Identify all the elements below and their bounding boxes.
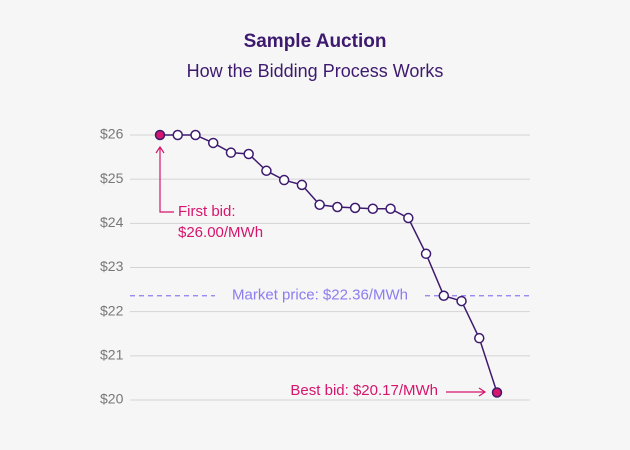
data-point — [403, 212, 414, 224]
data-point — [474, 332, 485, 344]
data-point — [296, 179, 308, 191]
chart-title: Sample Auction — [244, 31, 387, 52]
reference-label: Market price: $22.36/MWh — [232, 287, 408, 304]
data-point — [225, 147, 237, 158]
data-point — [261, 165, 272, 177]
y-tick-label: $26 — [100, 126, 124, 142]
data-point — [491, 387, 503, 398]
y-tick-label: $21 — [100, 347, 124, 363]
data-point — [420, 248, 432, 260]
data-point — [207, 137, 219, 149]
y-tick-label: $25 — [100, 170, 124, 186]
data-point — [456, 295, 467, 307]
data-point — [154, 129, 166, 141]
annotation: $26.00/MWh — [178, 224, 263, 241]
data-point — [385, 203, 396, 215]
y-tick-label: $22 — [100, 302, 124, 318]
annotation: First bid: — [178, 203, 236, 220]
data-point — [367, 203, 379, 215]
chart-subtitle: How the Bidding Process Works — [187, 61, 444, 81]
data-point — [314, 199, 325, 211]
data-point — [349, 202, 361, 214]
annotation-arrow — [446, 387, 487, 397]
data-point — [278, 174, 290, 186]
data-point — [438, 290, 450, 302]
annotation-arrow — [155, 145, 174, 213]
data-point — [332, 201, 343, 213]
data-point — [190, 129, 201, 141]
y-tick-label: $23 — [100, 258, 124, 274]
data-point — [243, 148, 254, 160]
data-point — [172, 129, 183, 141]
annotation: Best bid: $20.17/MWh — [290, 382, 438, 399]
y-tick-label: $24 — [100, 214, 124, 230]
y-tick-label: $20 — [100, 391, 124, 407]
